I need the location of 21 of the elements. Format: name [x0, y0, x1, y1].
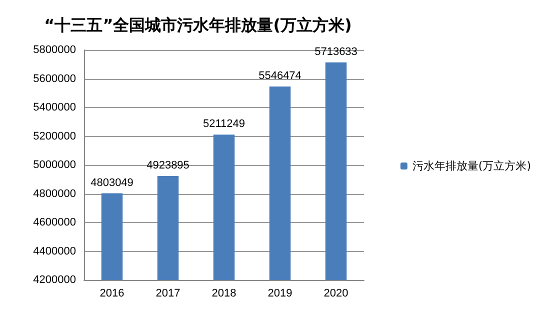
chart-title: “十三五”全国城市污水年排放量(万立方米) — [44, 16, 352, 34]
data-label: 5713633 — [314, 46, 358, 58]
x-tick-label: 2020 — [324, 288, 348, 300]
data-label: 4923895 — [146, 159, 190, 172]
y-tick-label: 4400000 — [33, 245, 76, 258]
x-tick-label: 2018 — [212, 288, 236, 300]
y-tick-label: 5400000 — [33, 102, 76, 114]
data-label: 5211249 — [202, 118, 246, 130]
y-tick-label: 5800000 — [33, 44, 76, 56]
y-tick-label: 5600000 — [33, 72, 76, 85]
y-tick-label: 5200000 — [33, 130, 76, 142]
data-label: 4803049 — [90, 176, 134, 189]
x-tick-label: 2017 — [156, 288, 180, 300]
y-tick-label: 5000000 — [33, 159, 76, 171]
y-tick-label: 4800000 — [33, 188, 76, 200]
legend-label: 污水年排放量(万立方米) — [412, 160, 532, 172]
x-tick-label: 2016 — [100, 288, 124, 300]
y-tick-label: 4200000 — [33, 274, 76, 286]
y-tick-label: 4600000 — [33, 216, 76, 228]
data-label: 5546474 — [258, 70, 302, 82]
x-tick-label: 2019 — [268, 288, 292, 300]
